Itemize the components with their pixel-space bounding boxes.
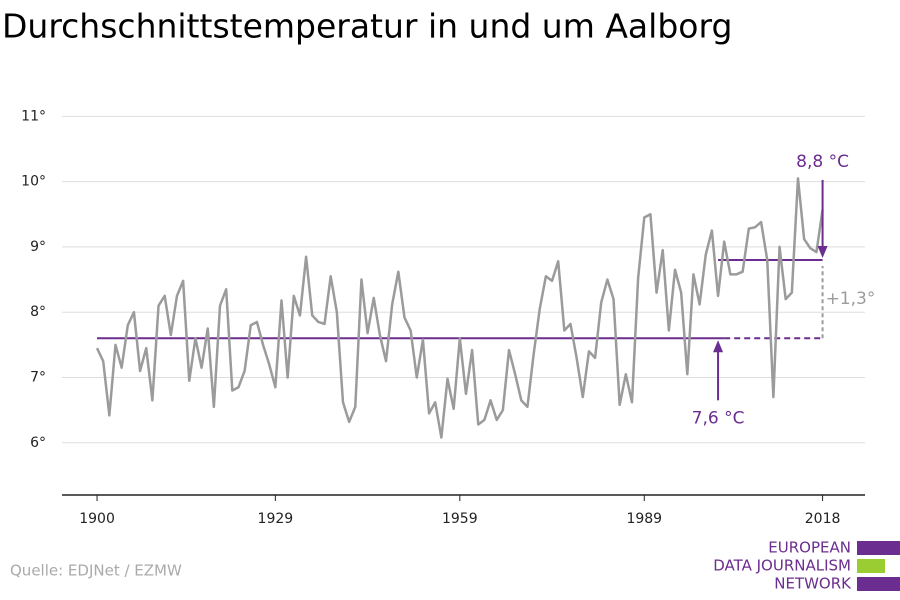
- y-tick-label: 8°: [30, 304, 46, 320]
- chart-title: Durchschnittstemperatur in und um Aalbor…: [2, 7, 732, 46]
- y-tick-label: 7°: [30, 369, 46, 385]
- x-tick-label: 1900: [79, 511, 115, 527]
- logo: EUROPEAN DATA JOURNALISM NETWORK: [713, 539, 900, 593]
- logo-text: DATA JOURNALISM: [713, 557, 851, 575]
- logo-text: NETWORK: [774, 575, 852, 593]
- annotation: 7,6 °C: [692, 408, 745, 428]
- x-tick-label: 1989: [626, 511, 662, 527]
- logo-text: EUROPEAN: [768, 539, 851, 557]
- annotation: 8,8 °C: [796, 152, 849, 172]
- x-tick-label: 2018: [805, 511, 841, 527]
- x-tick-label: 1929: [258, 511, 294, 527]
- logo-bar: [857, 541, 900, 555]
- y-tick-label: 9°: [30, 239, 46, 255]
- x-tick-label: 1959: [442, 511, 478, 527]
- logo-bar: [857, 577, 900, 591]
- source: Quelle: EDJNet / EZMW: [10, 562, 182, 580]
- y-tick-label: 10°: [21, 174, 46, 190]
- difference-label: +1,3°: [826, 289, 876, 309]
- temperature-line: [95, 177, 824, 439]
- logo-bar: [857, 559, 885, 573]
- y-tick-label: 11°: [21, 108, 46, 124]
- arrow-head: [817, 245, 828, 258]
- arrow-head: [713, 340, 724, 353]
- y-tick-label: 6°: [30, 435, 46, 451]
